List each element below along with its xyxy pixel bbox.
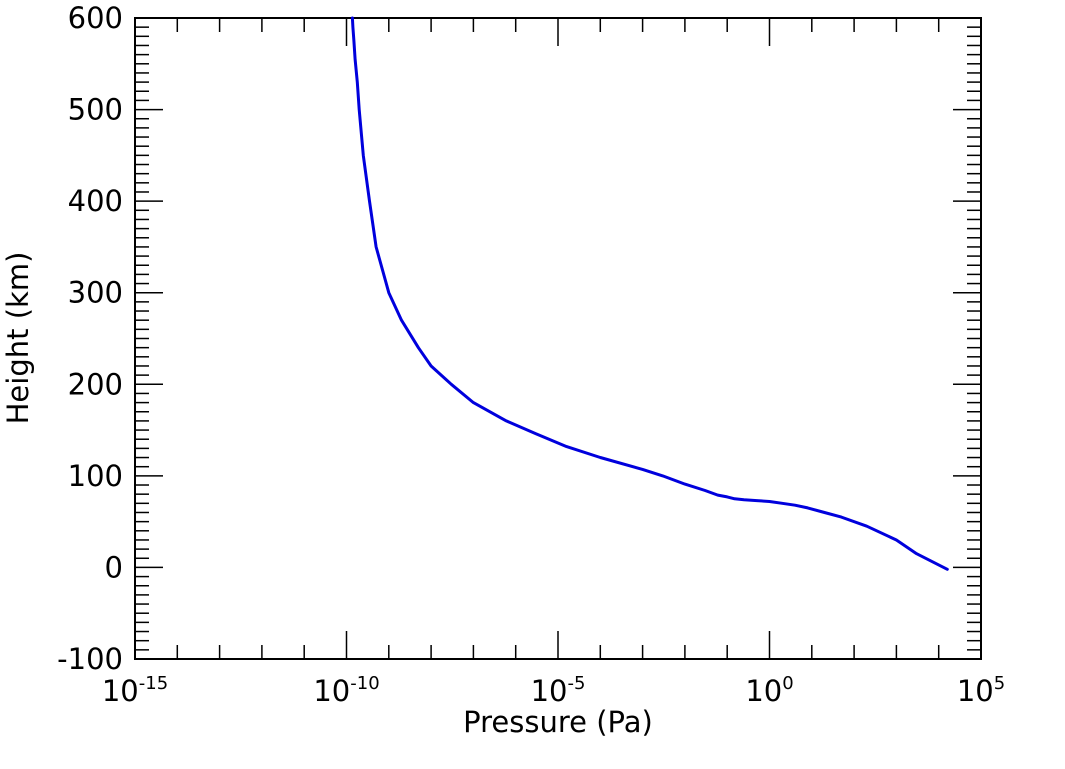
y-tick-label: 400 (68, 184, 123, 218)
y-axis-label: Height (km) (1, 252, 35, 425)
y-tick-label: -100 (57, 642, 123, 676)
x-tick-label: 100 (745, 673, 793, 708)
series-line (350, 16, 949, 571)
x-tick-label: 10-10 (313, 673, 379, 708)
x-tick-label: 105 (957, 673, 1005, 708)
y-tick-label: 300 (68, 276, 123, 310)
y-tick-label: 600 (68, 1, 123, 35)
series-layer (350, 16, 949, 571)
x-tick-label: 10-15 (102, 673, 168, 708)
x-axis-label: Pressure (Pa) (463, 705, 653, 739)
y-tick-labels: -100 0 100 200 300 400 500 600 (57, 1, 123, 676)
y-tick-label: 500 (68, 93, 123, 127)
x-tick-label: 10-5 (531, 673, 586, 708)
y-tick-label: 200 (68, 367, 123, 401)
y-tick-label: 100 (68, 459, 123, 493)
x-tick-labels: 10-15 10-10 10-5 100 105 (102, 673, 1005, 708)
plot-frame (134, 17, 982, 660)
y-tick-label: 0 (105, 550, 123, 584)
axis-ticks (134, 17, 982, 660)
